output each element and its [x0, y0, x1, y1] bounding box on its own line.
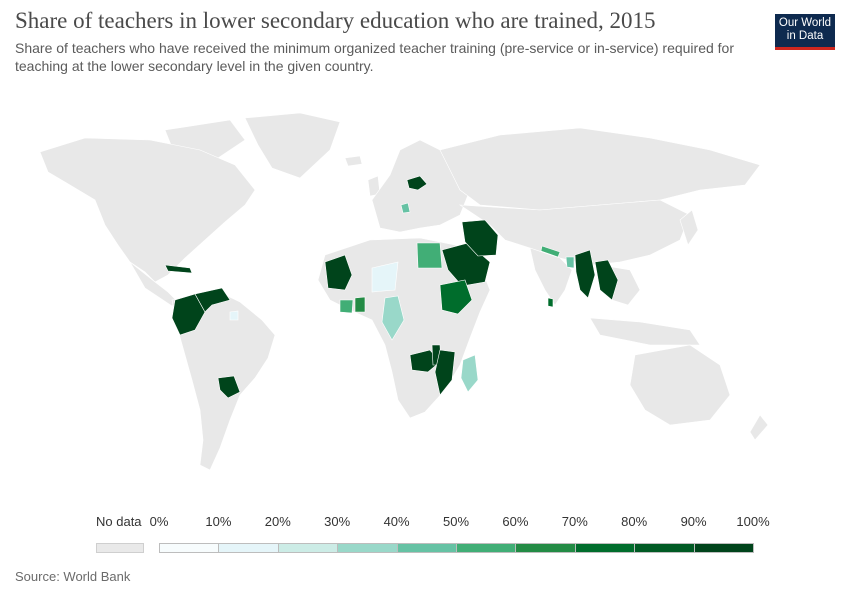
logo-line-2: in Data: [786, 30, 824, 42]
country-congo: [381, 295, 405, 341]
legend-bin-8[interactable]: [634, 543, 695, 553]
country-egypt: [416, 242, 443, 269]
country-niger: [371, 261, 399, 293]
legend-bin-9[interactable]: [693, 543, 754, 553]
legend-tick-label: 60%: [502, 514, 529, 529]
country-suriname: [229, 310, 239, 321]
country-serbia: [400, 202, 411, 214]
country-ghana: [354, 296, 366, 313]
logo-line-1: Our World: [778, 17, 832, 29]
legend-bin-0[interactable]: [159, 543, 220, 553]
legend-no-data-label: No data: [96, 514, 142, 529]
country-bangladesh: [565, 256, 575, 269]
chart-subtitle: Share of teachers who have received the …: [15, 40, 734, 74]
legend-bin-6[interactable]: [515, 543, 576, 553]
greenland: [244, 112, 341, 179]
legend-tick-label: 50%: [442, 514, 470, 529]
land-no-data: [39, 112, 769, 471]
legend-tick-label: 30%: [324, 514, 351, 529]
country-sri-lanka: [547, 297, 554, 308]
legend-no-data-swatch: [96, 543, 144, 553]
legend-bin-2[interactable]: [277, 543, 339, 553]
legend-bin-4[interactable]: [396, 543, 457, 553]
owid-logo[interactable]: Our World in Data: [775, 14, 835, 50]
country-mauritania: [324, 254, 353, 291]
country-laos: [594, 259, 619, 301]
legend-bin-1[interactable]: [218, 543, 279, 553]
legend-tick-label: 20%: [264, 514, 291, 529]
country-nepal: [540, 245, 561, 258]
chart-title: Share of teachers in lower secondary edu…: [15, 8, 656, 33]
country-madagascar: [460, 354, 479, 393]
country-cuba: [164, 264, 193, 274]
country-myanmar: [574, 249, 596, 299]
central-asia: [458, 199, 691, 266]
legend-tick-label: 40%: [383, 514, 410, 529]
new-zealand: [749, 414, 769, 441]
country-belarus: [406, 175, 428, 191]
australia: [629, 344, 731, 426]
legend-bin-3[interactable]: [337, 543, 398, 553]
legend-tick-label: 10%: [205, 514, 232, 529]
legend-tick-label: 100%: [736, 514, 770, 529]
legend-bin-5[interactable]: [456, 543, 517, 553]
country-venezuela: [194, 287, 231, 313]
legend-tick-label: 80%: [621, 514, 648, 529]
country-mozambique: [434, 349, 456, 396]
country-cote-divoire: [339, 299, 354, 314]
legend-tick-label: 0%: [149, 514, 169, 529]
source-note: Source: World Bank: [15, 569, 131, 584]
japan: [679, 209, 699, 246]
legend-bin-7[interactable]: [574, 543, 636, 553]
india: [529, 247, 573, 306]
world-map: [39, 112, 769, 471]
north-america: [39, 137, 256, 283]
iceland: [344, 155, 363, 167]
indonesia: [589, 317, 701, 346]
legend-tick-label: 70%: [561, 514, 588, 529]
country-paraguay: [217, 375, 241, 399]
country-ethiopia: [439, 279, 473, 315]
countries-with-data: [164, 175, 619, 399]
north-asia: [439, 127, 761, 211]
legend-tick-label: 90%: [680, 514, 707, 529]
country-iran: [461, 219, 499, 257]
